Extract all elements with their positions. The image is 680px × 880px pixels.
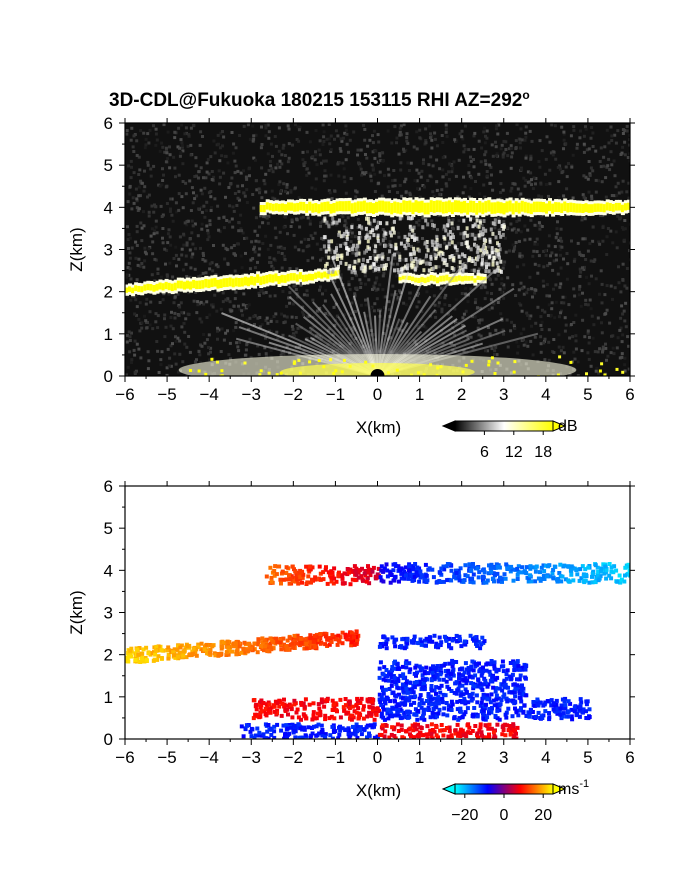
y-tick-label: 5 [104,156,113,175]
y-tick-label: 6 [104,477,113,496]
colorbar-unit: ms-1 [558,778,589,798]
x-tick-label: 6 [625,385,634,404]
x-tick-label: 2 [457,748,466,767]
x-tick-label: 4 [541,748,550,767]
colorbar-tick-label: 0 [500,807,509,824]
velocity-layer [377,722,520,739]
velocity-layer [377,633,487,651]
colorbar-tick-label: −20 [451,807,478,824]
x-tick-label: −6 [115,748,134,767]
layer-cloud [398,271,487,287]
lidar-site [370,369,385,376]
y-tick-label: 4 [104,561,113,580]
plot-area [125,123,630,376]
x-tick-label: −2 [284,748,303,767]
x-tick-label: −1 [326,385,345,404]
y-tick-label: 6 [104,114,113,133]
x-tick-label: 5 [583,385,592,404]
colorbar-tick-label: 6 [480,444,489,461]
x-axis-title: X(km) [356,781,401,800]
x-tick-label: −6 [115,385,134,404]
x-tick-label: 6 [625,748,634,767]
y-tick-label: 3 [104,604,113,623]
velocity-layer [377,696,592,722]
plot-area [125,486,630,739]
y-tick-label: 4 [104,198,113,217]
y-axis: 0 1 2 3 4 5 6 [104,477,635,749]
plot-background [125,486,630,739]
x-axis: −6 −5 −4 −3 −2 −1 0 1 2 3 4 5 6 [115,118,635,404]
y-tick-label: 5 [104,519,113,538]
y-axis-title: Z(km) [67,590,86,634]
colorbar-min-arrow [441,783,456,795]
x-tick-label: −4 [199,748,218,767]
chart-title: 3D-CDL@Fukuoka 180215 153115 RHI AZ=292o [109,88,530,111]
y-tick-label: 0 [104,367,113,386]
x-tick-label: 2 [457,385,466,404]
y-tick-label: 0 [104,730,113,749]
x-tick-label: 1 [415,385,424,404]
colorbar: −20 0 20 ms-1 [441,778,589,824]
x-axis-title: X(km) [356,418,401,437]
velocity-layer [377,658,529,701]
colorbar-ramp [454,420,554,432]
velocity-layer [251,696,382,722]
colorbar-tick-label: 20 [534,807,552,824]
layer-cloud [125,267,340,297]
x-tick-label: −1 [326,748,345,767]
x-tick-label: −2 [284,385,303,404]
layer-surface [178,354,625,376]
y-tick-label: 3 [104,241,113,260]
x-tick-label: −3 [242,385,261,404]
layer-cloud [259,197,630,218]
x-tick-label: −5 [157,385,176,404]
x-tick-label: 4 [541,385,550,404]
y-axis: 0 1 2 3 4 5 6 [104,114,635,386]
colorbar-unit: dB [558,418,578,435]
colorbar-ramp [454,783,554,795]
y-tick-label: 2 [104,646,113,665]
x-tick-label: −4 [199,385,218,404]
velocity-layer [125,629,361,664]
colorbar: 6 12 18 dB [441,418,578,461]
x-tick-label: 0 [373,748,382,767]
velocity-layer [378,562,630,585]
x-axis: −6 −5 −4 −3 −2 −1 0 1 2 3 4 5 6 [115,481,635,767]
x-tick-label: 5 [583,748,592,767]
velocity-panel: −6 −5 −4 −3 −2 −1 0 1 2 3 4 5 6 X(km) 0 1 2 3 4 5 6 Z(km) −20 0… [67,477,635,824]
y-tick-label: 1 [104,325,113,344]
x-tick-label: −3 [242,748,261,767]
colorbar-tick-label: 18 [534,444,552,461]
y-axis-title: Z(km) [67,227,86,271]
y-tick-label: 2 [104,283,113,302]
colorbar-min-arrow [441,420,456,432]
x-tick-label: 1 [415,748,424,767]
x-tick-label: −5 [157,748,176,767]
velocity-layer [239,722,380,739]
x-tick-label: 3 [499,385,508,404]
y-tick-label: 1 [104,688,113,707]
x-tick-label: 0 [373,385,382,404]
colorbar-tick-label: 12 [505,444,523,461]
x-tick-label: 3 [499,748,508,767]
